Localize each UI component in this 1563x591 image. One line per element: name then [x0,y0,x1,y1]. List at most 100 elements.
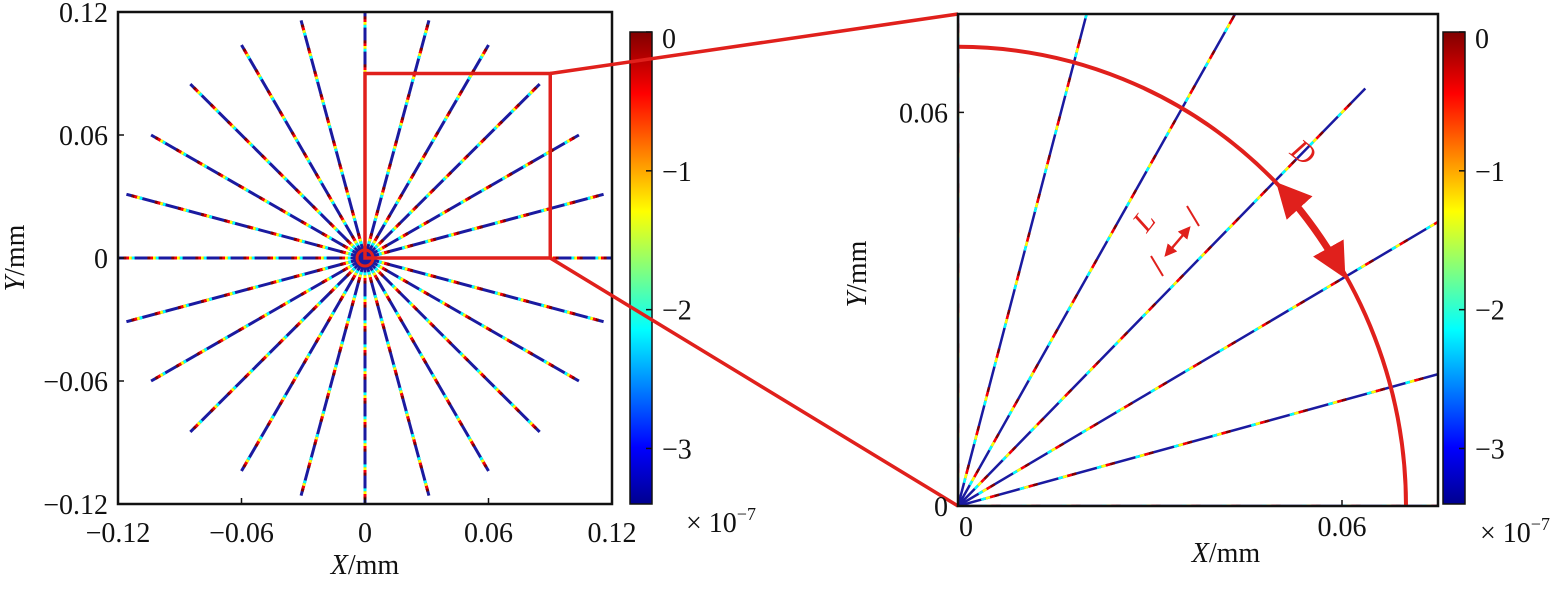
full-view-line-20-stripe [409,336,414,341]
full-view-line-17-stripe [325,395,330,399]
full-view-line-16-stripe [280,399,285,404]
full-view-line-22-stripe [399,277,404,282]
zoom-view-line-4-stripe [1073,293,1079,300]
full-view-line-8-stripe [268,92,273,97]
full-view-line-13-stripe [301,272,306,277]
full-view-line-14-stripe [282,302,286,307]
full-view-line-19-stripe [380,320,385,325]
full-view-line-19-stripe [374,297,378,301]
full-view-line-1-stripe [587,196,591,201]
zoom-view-line-1-stripe [1492,358,1497,359]
zoom-view-line-2-stripe [1115,408,1122,414]
full-view-line-1-stripe [499,219,504,224]
zoom-view-line-2-stripe [1265,320,1271,325]
zoom-view-line-1-stripe [1071,472,1077,476]
full-view-line-21-stripe [529,421,534,426]
zoom-view-line-2-stripe [1119,406,1126,411]
zoom-view-line-4-stripe [1223,27,1229,33]
full-view-line-16-stripe [350,276,355,281]
zoom-view-line-1-stripe [1371,390,1377,394]
zoom-view-line-3-stripe [1309,141,1315,147]
zoom-view-line-4-stripe [1007,410,1013,416]
full-view-line-13-stripe [232,291,236,295]
zoom-connector-bottom [549,256,959,508]
full-view-line-20-stripe [399,318,404,323]
full-view-line-10-stripe [224,176,229,181]
full-view-line-10-stripe [175,148,180,153]
full-view-line-9-stripe [194,88,199,93]
full-view-line-23-stripe [564,309,568,314]
full-view-line-14-stripe [286,299,291,304]
full-view-line-11-stripe [342,250,347,255]
full-view-line-19-stripe [379,317,384,322]
full-view-line-22-stripe [464,314,469,319]
full-view-line-15-stripe [243,374,248,379]
zoom-view-line-5-stripe [1037,193,1041,199]
full-view-line-19-stripe [374,300,379,304]
full-view-line-9-stripe [196,90,201,95]
zoom-view-colorbar-tick-label: 0 [1475,24,1489,55]
full-view-line-5-stripe [411,76,416,80]
full-view-line-19-stripe [406,415,410,420]
zoom-view-radial-lines [958,14,1497,506]
zoom-view-line-1-stripe [1023,485,1030,490]
zoom-view-y-tick-label: 0.06 [899,98,948,129]
full-view-line-2-stripe [464,197,469,202]
full-view-line-17-stripe [352,297,356,301]
zoom-view-line-2-stripe [1150,388,1156,393]
full-view-line-23-stripe [450,279,455,284]
zoom-view-line-2-stripe [1395,243,1401,249]
full-view-line-3-stripe [531,88,536,93]
full-view-line-23-stripe [433,274,437,279]
full-view-line-8-stripe [266,89,271,94]
period-length-marker [1150,205,1200,277]
full-view-line-9-stripe [247,141,252,146]
full-view-line-20-stripe [423,360,428,364]
full-view-line-14-stripe [323,278,328,283]
full-view-line-23-stripe [502,293,507,297]
full-view-line-22-stripe [444,302,448,307]
full-view-line-3-stripe [378,240,383,245]
full-view-y-label: Y/mm [0,224,31,291]
full-view-line-22-stripe [404,280,409,285]
full-view-line-3-stripe [393,225,398,230]
full-view-y-tick-label: 0.06 [59,121,108,152]
zoom-view-line-1-stripe [989,494,995,499]
full-view-line-1-stripe [476,225,481,230]
zoom-view-line-1-stripe [1135,454,1141,459]
full-view-line-1-stripe [473,226,478,231]
full-view-line-23-stripe [448,278,452,283]
full-view-line-2-stripe [467,196,472,201]
full-view-line-19-stripe [419,465,423,469]
full-view-line-1-stripe [450,232,455,237]
full-view-line-10-stripe [258,196,263,201]
full-view-line-11-stripe [226,219,231,224]
full-view-line-2-stripe [462,198,467,203]
full-view-line-2-stripe [501,176,506,181]
full-view-line-11-stripe [232,221,236,225]
zoom-view-line-2-stripe [1158,383,1164,389]
zoom-view-line-2-stripe [1162,381,1168,386]
zoom-view-line-5-stripe [1044,163,1049,169]
zoom-view-line-4-stripe [1088,267,1094,273]
full-view-line-2-stripe [485,185,490,190]
full-view-line-14-stripe [175,363,180,368]
full-view-line-8-stripe [316,175,321,180]
full-view-line-7-stripe [300,24,305,28]
full-view-line-15-stripe [300,317,305,323]
full-view-line-9-stripe [228,122,233,127]
full-view-line-10-stripe [162,140,167,145]
full-view-line-3-stripe [397,221,402,227]
full-view-line-19-stripe [417,456,421,461]
full-view-line-19-stripe [393,369,398,374]
full-view-line-4-stripe [399,193,404,198]
full-view-line-13-stripe [162,309,166,314]
full-view-colorbar-tick-label: 0 [662,24,676,55]
full-view-line-20-stripe [468,438,473,443]
full-view-line-5-stripe [381,186,386,191]
full-view-line-3-stripe [408,210,413,216]
full-view-line-16-stripe [245,458,250,463]
full-view-line-19-stripe [368,274,372,278]
full-view-line-17-stripe [351,300,356,304]
full-view-line-7-stripe [308,52,313,57]
